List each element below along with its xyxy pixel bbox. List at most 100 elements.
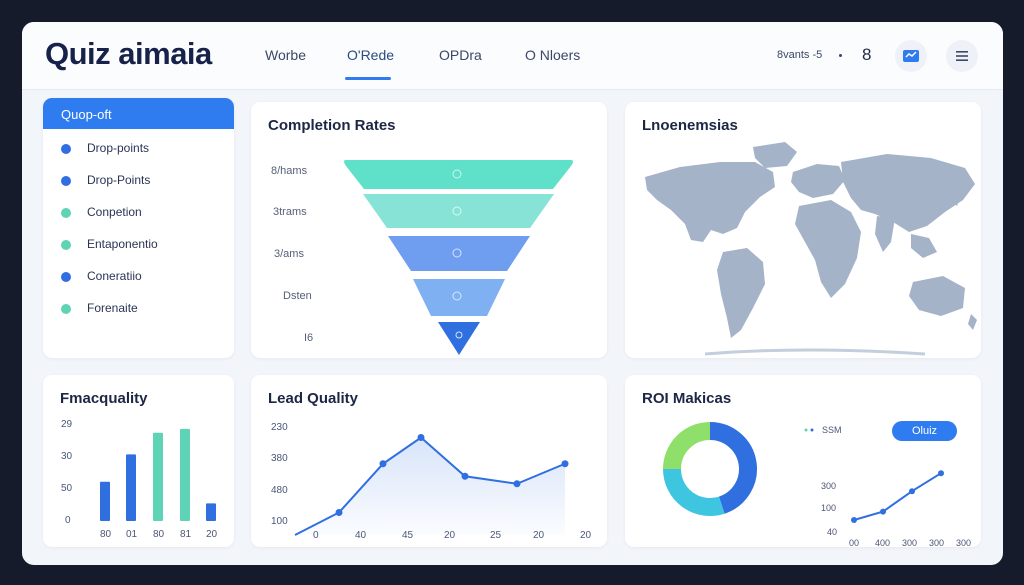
inbox-button[interactable] [895,40,927,72]
bar-chart: 29 30 50 0 80 01 80 81 20 [61,419,218,540]
roi-series-line [853,472,942,521]
funnel-label: I6 [304,332,314,344]
active-tab-indicator [345,77,391,80]
donut-slice [663,422,711,470]
x-tick-label: 20 [206,529,218,540]
roi-data-point [880,508,886,515]
y-tick-label: 30 [61,451,73,462]
world-map[interactable] [625,102,981,358]
y-tick-label: 100 [821,503,836,513]
data-point [461,472,469,480]
frequency-card: Fmacquality 29 30 50 0 80 01 80 81 20 [43,375,234,547]
teal-dot-icon [61,208,71,218]
x-tick-label: 20 [444,530,456,541]
bar [100,481,110,521]
map-card: Lnoenemsias [625,102,981,358]
roi-charts: SSM 300 100 40 00 400 300 300 300 [663,422,971,547]
quiz-button[interactable]: Oluiz [892,421,957,441]
legend-dot-icon [804,428,808,432]
bar [126,454,136,521]
nav-tab-4[interactable]: O Nloers [525,47,581,63]
nav-tab-1[interactable]: Worbe [265,47,306,63]
menu-button[interactable] [946,40,978,72]
x-tick-label: 20 [580,530,592,541]
card-title: Lead Quality [268,390,359,407]
x-tick-label: 300 [956,538,971,547]
funnel-stage-1 [344,160,573,189]
funnel-chart [344,160,573,355]
antarctica [704,348,926,356]
x-tick-label: 81 [180,529,192,540]
continent-india [875,216,895,252]
x-tick-label: 400 [875,538,890,547]
inbox-icon [903,50,919,62]
nav-tab-2[interactable]: O'Rede [347,47,395,63]
brand-logo[interactable]: Quiz aimaia [45,36,212,71]
x-tick-label: 80 [100,529,112,540]
x-tick-label: 45 [402,530,414,541]
data-point [335,509,343,516]
x-tick-label: 80 [153,529,165,540]
data-point [513,480,521,488]
funnel-stage-3 [388,236,530,271]
roi-data-point [851,517,857,523]
status-dot [839,54,842,57]
x-tick-label: 300 [929,538,944,547]
card-title: Fmacquality [60,390,148,407]
continent-asia [841,154,975,232]
x-tick-label: 20 [533,530,545,541]
funnel-stage-4 [413,279,505,316]
y-tick-label: 50 [61,483,73,494]
legend-label: SSM [822,425,842,435]
data-point [561,460,569,468]
donut-slice [709,422,757,514]
completion-rates-card: Completion Rates 8/hams 3trams 3/ams Dst… [251,102,607,358]
continent-south-america [717,248,765,338]
sidebar-title[interactable]: Quop-oft [43,98,234,129]
continent-europe [791,164,845,198]
hamburger-menu-icon [956,51,968,61]
roi-data-point [909,488,915,495]
continent-north-america [645,162,775,242]
funnel-label: 8/hams [271,165,308,177]
funnel-label: 3trams [273,206,307,218]
y-tick-label: 380 [271,453,288,464]
bar [153,432,163,521]
x-tick-label: 00 [849,538,859,547]
blue-dot-icon [61,272,71,282]
funnel-label: 3/ams [274,248,304,260]
data-point [417,434,425,441]
funnel-stage-2 [363,194,554,228]
x-tick-label: 40 [355,530,367,541]
header-count[interactable]: 8 [862,45,872,64]
continent-africa [795,200,861,298]
sidebar-panel: Quop-oft Drop-points Drop-Points Conpeti… [43,98,234,358]
bar [206,503,216,521]
area-chart: 230 380 480 100 0 40 45 20 25 20 20 [271,422,592,541]
y-tick-label: 300 [821,481,836,491]
roi-data-point [938,470,944,477]
card-title: Completion Rates [268,117,396,134]
lead-quality-card: Lead Quality 230 380 480 100 0 40 45 20 … [251,375,607,547]
y-tick-label: 480 [271,485,288,496]
donut-slice [663,468,725,516]
funnel-marker-icon [452,169,462,179]
top-header: Quiz aimaia Worbe O'Rede OPDra O Nloers … [22,22,1003,90]
nav-tab-3[interactable]: OPDra [439,47,482,63]
funnel-marker-icon [452,206,462,216]
funnel-marker-icon [455,331,463,339]
blue-dot-icon [61,176,71,186]
continent-australia [909,276,965,316]
app-window: Quiz aimaia Worbe O'Rede OPDra O Nloers … [22,22,1003,565]
continent-new-zealand [968,314,977,330]
y-tick-label: 0 [65,515,71,526]
bar [180,428,190,521]
y-tick-label: 29 [61,419,73,430]
y-tick-label: 40 [827,527,837,537]
funnel-marker-icon [452,248,462,258]
roi-card: ROI Makicas Oluiz SSM 300 100 40 00 400 … [625,375,981,547]
teal-dot-icon [61,304,71,314]
data-point [379,460,387,468]
continent-japan [951,188,961,206]
continent-greenland [753,142,797,168]
